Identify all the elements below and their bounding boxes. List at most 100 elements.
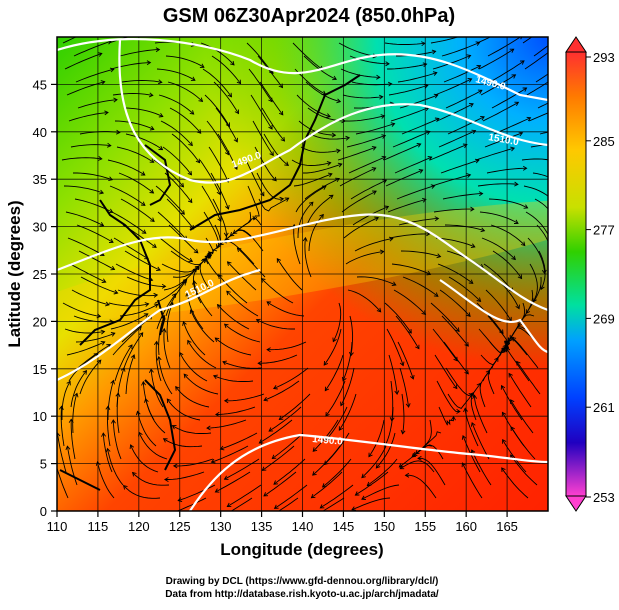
streamline-arrowhead — [96, 359, 102, 365]
streamline-arrowhead — [188, 257, 194, 263]
streamline-arrowhead — [122, 484, 128, 490]
streamline-arrowhead — [510, 146, 516, 152]
streamline — [263, 133, 289, 166]
streamline — [477, 183, 518, 187]
streamline — [342, 341, 353, 381]
x-tick-label: 150 — [373, 519, 395, 534]
streamline-arrowhead — [148, 92, 154, 98]
streamline-arrowhead — [470, 449, 476, 455]
streamline-arrowhead — [501, 467, 506, 473]
streamline — [387, 198, 427, 213]
streamline-arrowhead — [177, 497, 183, 502]
streamline-arrowhead — [461, 434, 467, 440]
streamline — [516, 361, 541, 395]
streamline-arrowhead — [503, 341, 509, 346]
streamline — [303, 163, 342, 174]
streamline — [130, 444, 159, 473]
streamline — [206, 419, 247, 429]
streamline-arrowhead — [153, 340, 159, 346]
streamline-arrowhead — [115, 392, 121, 397]
streamline — [347, 289, 382, 313]
streamline-arrowhead — [100, 340, 106, 346]
streamline — [464, 408, 479, 447]
streamline — [322, 458, 352, 488]
streamline-arrowhead — [467, 78, 473, 83]
streamline-arrowhead — [376, 74, 381, 80]
streamline-arrowhead — [100, 329, 106, 335]
streamline — [400, 250, 441, 258]
streamline — [190, 309, 215, 343]
streamline — [304, 178, 340, 200]
x-tick-label: 115 — [88, 519, 109, 534]
streamline — [525, 211, 548, 236]
streamline-arrowhead — [260, 191, 265, 197]
contour-south — [189, 433, 548, 511]
streamline-arrowhead — [183, 373, 189, 379]
y-tick-label: 5 — [40, 457, 47, 472]
streamline-arrowhead — [511, 74, 517, 79]
streamline-arrowhead — [135, 410, 141, 416]
streamline-arrowhead — [470, 206, 475, 212]
streamline — [156, 293, 177, 330]
streamline — [338, 42, 377, 57]
streamline — [167, 81, 203, 102]
streamline — [212, 198, 227, 237]
streamline — [432, 328, 458, 362]
streamline-arrowhead — [502, 438, 507, 444]
streamline-arrowhead — [558, 160, 562, 164]
streamline — [66, 81, 105, 96]
streamline — [439, 289, 471, 317]
streamline — [487, 357, 499, 395]
streamline — [252, 120, 274, 156]
streamline — [215, 471, 251, 493]
streamline — [345, 251, 384, 265]
streamline-arrowhead — [404, 472, 410, 478]
streamline-arrowhead — [105, 405, 111, 411]
streamline — [164, 471, 205, 480]
streamline — [532, 172, 548, 178]
streamline — [187, 340, 217, 369]
streamline — [322, 497, 345, 511]
streamline-arrowhead — [308, 201, 314, 207]
streamline — [263, 380, 300, 401]
streamline — [114, 344, 133, 382]
streamline — [479, 370, 490, 408]
contour-east — [439, 279, 548, 354]
streamline-arrowhead — [399, 361, 405, 367]
streamline — [443, 341, 469, 375]
streamline-arrowhead — [416, 143, 422, 148]
streamline-arrowhead — [99, 222, 105, 227]
y-tick-label: 30 — [33, 220, 47, 235]
streamline — [258, 197, 289, 212]
streamline — [210, 172, 229, 210]
streamline — [61, 381, 71, 420]
streamline — [263, 471, 297, 497]
streamline — [320, 484, 354, 509]
streamline-arrowhead — [155, 47, 161, 53]
streamline — [529, 263, 538, 302]
coastline-korea — [144, 144, 172, 206]
streamline-arrowhead — [199, 63, 205, 68]
streamline-arrowhead — [399, 464, 405, 470]
streamline — [350, 179, 387, 200]
streamline — [68, 112, 109, 122]
streamline — [395, 315, 420, 349]
streamline-arrowhead — [476, 297, 482, 303]
streamline — [442, 193, 483, 200]
streamline-arrowhead — [326, 160, 332, 166]
streamline-arrowhead — [223, 475, 229, 480]
streamline — [533, 45, 548, 57]
streamline — [383, 143, 421, 161]
streamline-arrowhead — [431, 49, 437, 55]
streamline — [441, 41, 480, 57]
streamline-arrowhead — [319, 213, 324, 219]
streamline-arrowhead — [372, 190, 377, 195]
streamline-arrowhead — [258, 439, 264, 444]
streamline-arrowhead — [378, 94, 384, 100]
streamline-arrowhead — [234, 109, 239, 115]
streamline-arrowhead — [140, 201, 146, 206]
streamline — [273, 367, 309, 389]
streamline — [71, 289, 110, 306]
streamline — [63, 185, 104, 194]
streamline — [447, 392, 474, 409]
